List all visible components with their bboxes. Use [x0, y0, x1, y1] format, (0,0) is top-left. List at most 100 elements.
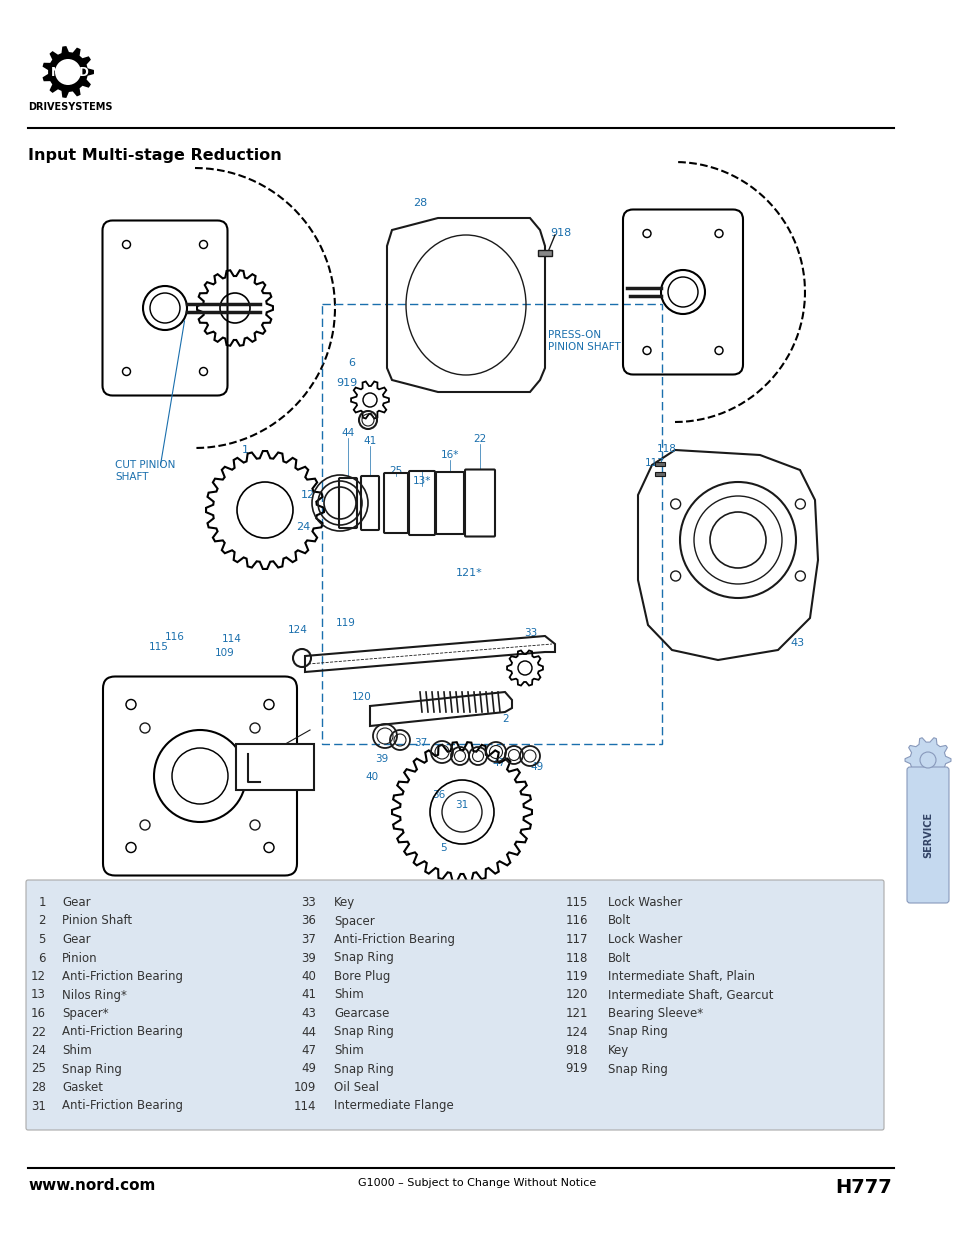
Text: 2: 2	[501, 714, 508, 724]
Text: 47: 47	[301, 1044, 315, 1057]
Text: Shim: Shim	[334, 1044, 363, 1057]
Text: 114: 114	[294, 1099, 315, 1113]
Text: Key: Key	[607, 1044, 629, 1057]
Text: Anti-Friction Bearing: Anti-Friction Bearing	[62, 1025, 183, 1039]
Text: Anti-Friction Bearing: Anti-Friction Bearing	[334, 932, 455, 946]
Text: 24: 24	[295, 522, 310, 532]
Text: 109: 109	[214, 648, 234, 658]
Text: Lock Washer: Lock Washer	[607, 897, 681, 909]
Text: 43: 43	[301, 1007, 315, 1020]
Text: 115: 115	[149, 642, 169, 652]
Text: 119: 119	[335, 618, 355, 629]
Text: Snap Ring: Snap Ring	[334, 951, 394, 965]
Text: 28: 28	[31, 1081, 46, 1094]
Circle shape	[250, 820, 260, 830]
Circle shape	[250, 722, 260, 734]
Text: TYPE "A": TYPE "A"	[251, 762, 299, 772]
Text: CUT PINION
SHAFT: CUT PINION SHAFT	[115, 459, 175, 483]
Text: SERVICE: SERVICE	[923, 811, 932, 858]
Text: 124: 124	[288, 625, 308, 635]
Text: 121: 121	[565, 1007, 587, 1020]
Bar	[322, 304, 661, 743]
Text: 41: 41	[363, 436, 376, 446]
Text: 49: 49	[301, 1062, 315, 1076]
Text: Gear: Gear	[62, 897, 91, 909]
Text: Gearcase: Gearcase	[334, 1007, 389, 1020]
Text: 12: 12	[300, 490, 314, 500]
Text: 116: 116	[565, 914, 587, 927]
Text: Input Multi-stage Reduction: Input Multi-stage Reduction	[28, 148, 281, 163]
Text: 40: 40	[365, 772, 377, 782]
Text: 44: 44	[301, 1025, 315, 1039]
Text: 36: 36	[301, 914, 315, 927]
Text: 5: 5	[439, 844, 446, 853]
Text: 41: 41	[301, 988, 315, 1002]
Text: 25: 25	[31, 1062, 46, 1076]
Text: Shim: Shim	[62, 1044, 91, 1057]
Bar	[655, 462, 664, 466]
Text: Intermediate Shaft, Plain: Intermediate Shaft, Plain	[607, 969, 754, 983]
Text: Bearing Sleeve*: Bearing Sleeve*	[607, 1007, 702, 1020]
Text: Snap Ring: Snap Ring	[607, 1025, 667, 1039]
Text: 5: 5	[38, 932, 46, 946]
Text: Anti-Friction Bearing: Anti-Friction Bearing	[62, 969, 183, 983]
Circle shape	[670, 499, 679, 509]
Text: 40: 40	[301, 969, 315, 983]
Text: Intermediate Shaft, Gearcut: Intermediate Shaft, Gearcut	[607, 988, 773, 1002]
Circle shape	[670, 571, 679, 580]
Text: Nilos Ring*: Nilos Ring*	[62, 988, 127, 1002]
Text: Snap Ring: Snap Ring	[607, 1062, 667, 1076]
Text: 37: 37	[301, 932, 315, 946]
Text: Anti-Friction Bearing: Anti-Friction Bearing	[62, 1099, 183, 1113]
Text: 117: 117	[565, 932, 587, 946]
Text: Spacer*: Spacer*	[62, 1007, 109, 1020]
Circle shape	[919, 752, 935, 768]
Text: 47: 47	[492, 758, 505, 768]
Text: Snap Ring: Snap Ring	[334, 1062, 394, 1076]
Text: 13: 13	[31, 988, 46, 1002]
Polygon shape	[904, 737, 950, 782]
Text: 919: 919	[335, 378, 356, 388]
Text: NORD: NORD	[51, 67, 90, 79]
Bar	[235, 743, 314, 790]
FancyBboxPatch shape	[26, 881, 883, 1130]
Text: www.nord.com: www.nord.com	[28, 1178, 155, 1193]
Text: Shim: Shim	[334, 988, 363, 1002]
Text: 115: 115	[565, 897, 587, 909]
Text: DRIVESYSTEMS: DRIVESYSTEMS	[28, 103, 112, 112]
Text: 2: 2	[38, 914, 46, 927]
Text: 44: 44	[341, 429, 355, 438]
Text: 918: 918	[565, 1044, 587, 1057]
Text: Key: Key	[334, 897, 355, 909]
Circle shape	[55, 59, 81, 85]
Text: Pinion: Pinion	[62, 951, 97, 965]
Text: 28: 28	[413, 198, 427, 207]
Circle shape	[140, 722, 150, 734]
Text: 119: 119	[565, 969, 587, 983]
Text: 37: 37	[414, 739, 427, 748]
FancyBboxPatch shape	[906, 767, 948, 903]
Text: 114: 114	[222, 634, 242, 643]
Text: Snap Ring: Snap Ring	[334, 1025, 394, 1039]
Circle shape	[795, 499, 804, 509]
Text: Bolt: Bolt	[607, 951, 631, 965]
Text: 109: 109	[294, 1081, 315, 1094]
Text: 118: 118	[657, 445, 677, 454]
Text: 1: 1	[38, 897, 46, 909]
Text: 117: 117	[644, 458, 664, 468]
Text: 36: 36	[432, 790, 445, 800]
Text: PRESS-ON
PINION SHAFT: PRESS-ON PINION SHAFT	[547, 330, 620, 352]
Text: Gasket: Gasket	[62, 1081, 103, 1094]
Text: Intermediate Flange: Intermediate Flange	[334, 1099, 454, 1113]
Text: Bore Plug: Bore Plug	[334, 969, 390, 983]
Text: 919: 919	[565, 1062, 587, 1076]
Text: 16*: 16*	[440, 450, 458, 459]
Text: Gear: Gear	[62, 932, 91, 946]
Text: 22: 22	[30, 1025, 46, 1039]
Text: H777: H777	[835, 1178, 891, 1197]
Text: 121*: 121*	[456, 568, 482, 578]
Polygon shape	[43, 46, 94, 98]
Text: 6: 6	[348, 358, 355, 368]
Text: 49: 49	[530, 762, 542, 772]
Text: 24: 24	[30, 1044, 46, 1057]
